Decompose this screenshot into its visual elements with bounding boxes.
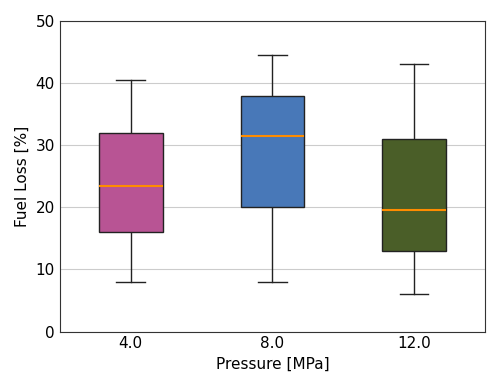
X-axis label: Pressure [MPa]: Pressure [MPa]	[216, 357, 329, 372]
Bar	[382, 139, 446, 251]
Y-axis label: Fuel Loss [%]: Fuel Loss [%]	[15, 126, 30, 227]
Bar	[99, 133, 162, 232]
Bar	[240, 96, 304, 207]
